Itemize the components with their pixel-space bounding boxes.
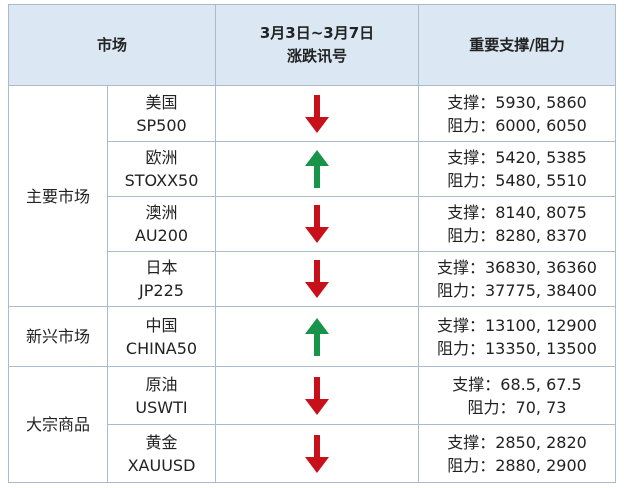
market-name: 美国 SP500 bbox=[107, 85, 216, 142]
arrow-down bbox=[305, 205, 329, 243]
arrow-down bbox=[305, 94, 329, 133]
resistance-text: 阻力：8280, 8370 bbox=[447, 226, 587, 245]
arrow bbox=[305, 205, 329, 243]
arrow bbox=[305, 376, 329, 415]
levels-cell: 支撑：68.5, 67.5 阻力：70, 73 bbox=[418, 366, 616, 425]
market-name-text: 黄金 bbox=[145, 432, 178, 452]
market-name-text: 日本 bbox=[145, 258, 178, 277]
group-name: 新兴市场 bbox=[8, 306, 108, 367]
market-name: 欧洲 STOXX50 bbox=[107, 141, 216, 197]
market-name-text: USWTI bbox=[135, 397, 188, 417]
market-name-text: 中国 bbox=[145, 315, 178, 335]
signal-cell bbox=[215, 424, 419, 483]
resistance-text: 阻力：2880, 2900 bbox=[447, 455, 587, 475]
arrow bbox=[305, 150, 329, 188]
market-name-text: 原油 bbox=[145, 374, 178, 394]
header-signal: 3月3日~3月7日 涨跌讯号 bbox=[215, 4, 419, 86]
support-text: 支撑：2850, 2820 bbox=[447, 432, 587, 452]
support-text: 支撑：8140, 8075 bbox=[447, 203, 587, 222]
market-name-text: CHINA50 bbox=[125, 338, 198, 358]
header-text: 涨跌讯号 bbox=[286, 47, 347, 65]
resistance-text: 阻力：13350, 13500 bbox=[437, 338, 597, 358]
market-name: 原油 USWTI bbox=[107, 366, 216, 425]
signal-cell bbox=[215, 366, 419, 425]
levels-cell: 支撑：8140, 8075 阻力：8280, 8370 bbox=[418, 196, 616, 252]
signal-cell bbox=[215, 85, 419, 142]
market-name: 中国 CHINA50 bbox=[107, 306, 216, 367]
market-name-text: XAUUSD bbox=[127, 455, 196, 475]
levels-cell: 支撑：5420, 5385 阻力：5480, 5510 bbox=[418, 141, 616, 197]
header-text: 市场 bbox=[96, 35, 127, 54]
signal-cell bbox=[215, 251, 419, 307]
signal-cell bbox=[215, 306, 419, 367]
arrow-up bbox=[305, 317, 329, 356]
header-text: 重要支撑/阻力 bbox=[469, 35, 565, 54]
market-name: 黄金 XAUUSD bbox=[107, 424, 216, 483]
market-name-text: STOXX50 bbox=[124, 171, 199, 190]
arrow bbox=[305, 434, 329, 473]
market-name: 澳洲 AU200 bbox=[107, 196, 216, 252]
header-market: 市场 bbox=[8, 4, 216, 86]
resistance-text: 阻力：5480, 5510 bbox=[447, 171, 587, 190]
market-name-text: 欧洲 bbox=[145, 148, 178, 167]
group-name-text: 大宗商品 bbox=[25, 415, 90, 434]
arrow bbox=[305, 260, 329, 298]
market-name-text: SP500 bbox=[136, 115, 187, 135]
header-levels: 重要支撑/阻力 bbox=[418, 4, 616, 86]
group-name-text: 主要市场 bbox=[25, 186, 90, 206]
levels-cell: 支撑：13100, 12900 阻力：13350, 13500 bbox=[418, 306, 616, 367]
arrow-up bbox=[305, 150, 329, 188]
levels-cell: 支撑：36830, 36360 阻力：37775, 38400 bbox=[418, 251, 616, 307]
group-name-text: 新兴市场 bbox=[25, 327, 90, 346]
market-name: 日本 JP225 bbox=[107, 251, 216, 307]
resistance-text: 阻力：6000, 6050 bbox=[447, 115, 587, 135]
group-name: 主要市场 bbox=[8, 85, 108, 307]
support-text: 支撑：68.5, 67.5 bbox=[452, 374, 582, 394]
arrow-down bbox=[305, 376, 329, 415]
arrow-down bbox=[305, 260, 329, 298]
support-text: 支撑：5930, 5860 bbox=[447, 92, 587, 112]
levels-cell: 支撑：2850, 2820 阻力：2880, 2900 bbox=[418, 424, 616, 483]
market-name-text: 澳洲 bbox=[145, 203, 178, 222]
signal-cell bbox=[215, 141, 419, 197]
market-name-text: AU200 bbox=[134, 226, 189, 245]
arrow bbox=[305, 317, 329, 356]
arrow-down bbox=[305, 434, 329, 473]
header-text: 3月3日~3月7日 bbox=[259, 24, 375, 42]
support-text: 支撑：36830, 36360 bbox=[437, 258, 597, 277]
resistance-text: 阻力：37775, 38400 bbox=[437, 281, 597, 300]
resistance-text: 阻力：70, 73 bbox=[467, 397, 567, 417]
market-name-text: 美国 bbox=[145, 92, 178, 112]
arrow bbox=[305, 94, 329, 133]
levels-cell: 支撑：5930, 5860 阻力：6000, 6050 bbox=[418, 85, 616, 142]
market-name-text: JP225 bbox=[139, 281, 184, 300]
group-name: 大宗商品 bbox=[8, 366, 108, 483]
support-text: 支撑：13100, 12900 bbox=[437, 315, 597, 335]
support-text: 支撑：5420, 5385 bbox=[447, 148, 587, 167]
signal-cell bbox=[215, 196, 419, 252]
